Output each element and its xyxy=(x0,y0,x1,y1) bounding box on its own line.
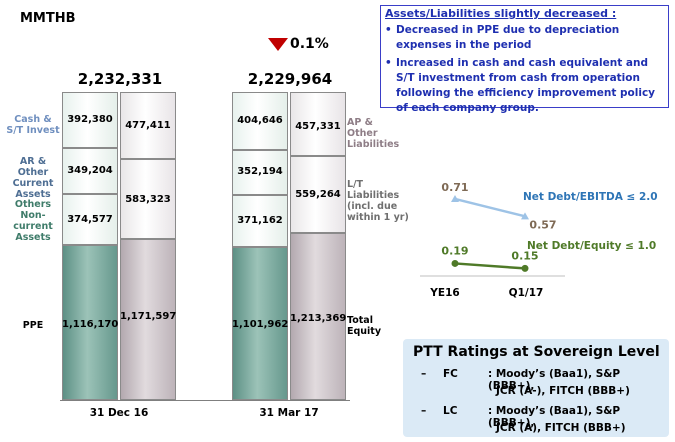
bar-segment xyxy=(120,92,176,159)
category-label: PPE xyxy=(22,320,44,331)
category-label: AP & Other Liabilities xyxy=(347,117,400,150)
data-label: 404,646 xyxy=(237,115,283,126)
series-label-equity: Net Debt/Equity ≤ 1.0 xyxy=(527,240,657,252)
ratings-code: LC xyxy=(443,405,458,417)
note-title: Assets/Liabilities slightly decreased : xyxy=(385,7,617,20)
total-label: 2,232,331 xyxy=(77,70,163,88)
data-label: 477,411 xyxy=(125,120,171,131)
ratings-dash: – xyxy=(421,405,427,417)
bar-segment xyxy=(62,148,118,194)
category-label: L/T Liabilities (incl. due within 1 yr) xyxy=(347,179,409,223)
change-label: 0.1% xyxy=(290,36,329,52)
bar-segment xyxy=(290,233,346,400)
data-label: 371,162 xyxy=(237,215,283,226)
point-label: 0.57 xyxy=(529,218,556,231)
bar-segment xyxy=(120,159,176,239)
series-label-ebitda: Net Debt/EBITDA ≤ 2.0 xyxy=(523,191,658,203)
x-axis-line xyxy=(60,400,350,401)
ratings-dash: – xyxy=(421,368,427,380)
note-bullet: • Increased in cash and cash equivalent a… xyxy=(385,57,656,114)
note-box: Assets/Liabilities slightly decreased : … xyxy=(380,5,669,114)
x-tick-label: 31 Mar 17 xyxy=(259,407,319,419)
data-point xyxy=(521,264,529,272)
series-line xyxy=(454,197,526,218)
bar-segment xyxy=(232,150,288,195)
x-tick-label: Q1/17 xyxy=(508,287,544,299)
category-label: Others Non-current Assets xyxy=(13,199,53,243)
ratings-line: JCR (A), FITCH (BBB+) xyxy=(496,422,626,434)
data-label: 559,264 xyxy=(295,189,341,200)
note-bullet: • Decreased in PPE due to depreciation ex… xyxy=(385,24,620,51)
data-label: 1,101,962 xyxy=(232,319,289,330)
data-label: 349,204 xyxy=(67,165,113,176)
ratio-chart: 0.71 0.57 0.19 0.15 xyxy=(420,181,565,277)
bar-segment xyxy=(232,195,288,247)
point-label: 0.15 xyxy=(511,249,538,262)
data-label: 392,380 xyxy=(67,114,113,125)
ratings-box: PTT Ratings at Sovereign Level – FC : Mo… xyxy=(403,339,669,437)
ratings-line: JCR (A-), FITCH (BBB+) xyxy=(496,385,630,397)
series-line xyxy=(454,262,526,270)
bar-segment xyxy=(232,92,288,150)
data-point xyxy=(451,259,459,267)
bar-segment xyxy=(62,194,118,245)
down-arrow-icon xyxy=(268,38,288,51)
data-label: 1,171,597 xyxy=(120,311,177,322)
category-label: Total Equity xyxy=(347,315,382,337)
data-point xyxy=(451,194,459,202)
bar-segment xyxy=(62,92,118,148)
data-label: 374,577 xyxy=(67,214,113,225)
total-label: 2,229,964 xyxy=(247,70,333,88)
data-label: 1,116,170 xyxy=(62,319,119,330)
bar-segment xyxy=(290,92,346,156)
unit-label: MMTHB xyxy=(20,11,76,26)
category-label: AR & Other Current Assets xyxy=(12,156,54,200)
ratings-line: : Moody’s (Baa1), S&P (BBB+), xyxy=(488,405,621,429)
x-tick-label: 31 Dec 16 xyxy=(89,407,149,419)
data-label: 1,213,369 xyxy=(290,313,347,324)
data-label: 583,323 xyxy=(125,194,171,205)
bar-segment xyxy=(62,245,118,400)
bar-segment xyxy=(120,239,176,400)
ratings-title: PTT Ratings at Sovereign Level xyxy=(413,344,660,360)
category-label: Cash & S/T Invest xyxy=(6,114,60,136)
point-label: 0.71 xyxy=(441,181,468,194)
data-label: 352,194 xyxy=(237,166,283,177)
point-label: 0.19 xyxy=(441,244,468,257)
data-label: 457,331 xyxy=(295,121,341,132)
ratings-code: FC xyxy=(443,368,458,380)
ratings-line: : Moody’s (Baa1), S&P (BBB+), xyxy=(488,368,621,392)
data-point xyxy=(521,212,529,220)
x-tick-label: YE16 xyxy=(430,287,460,299)
bar-segment xyxy=(232,247,288,400)
bar-segment xyxy=(290,156,346,233)
